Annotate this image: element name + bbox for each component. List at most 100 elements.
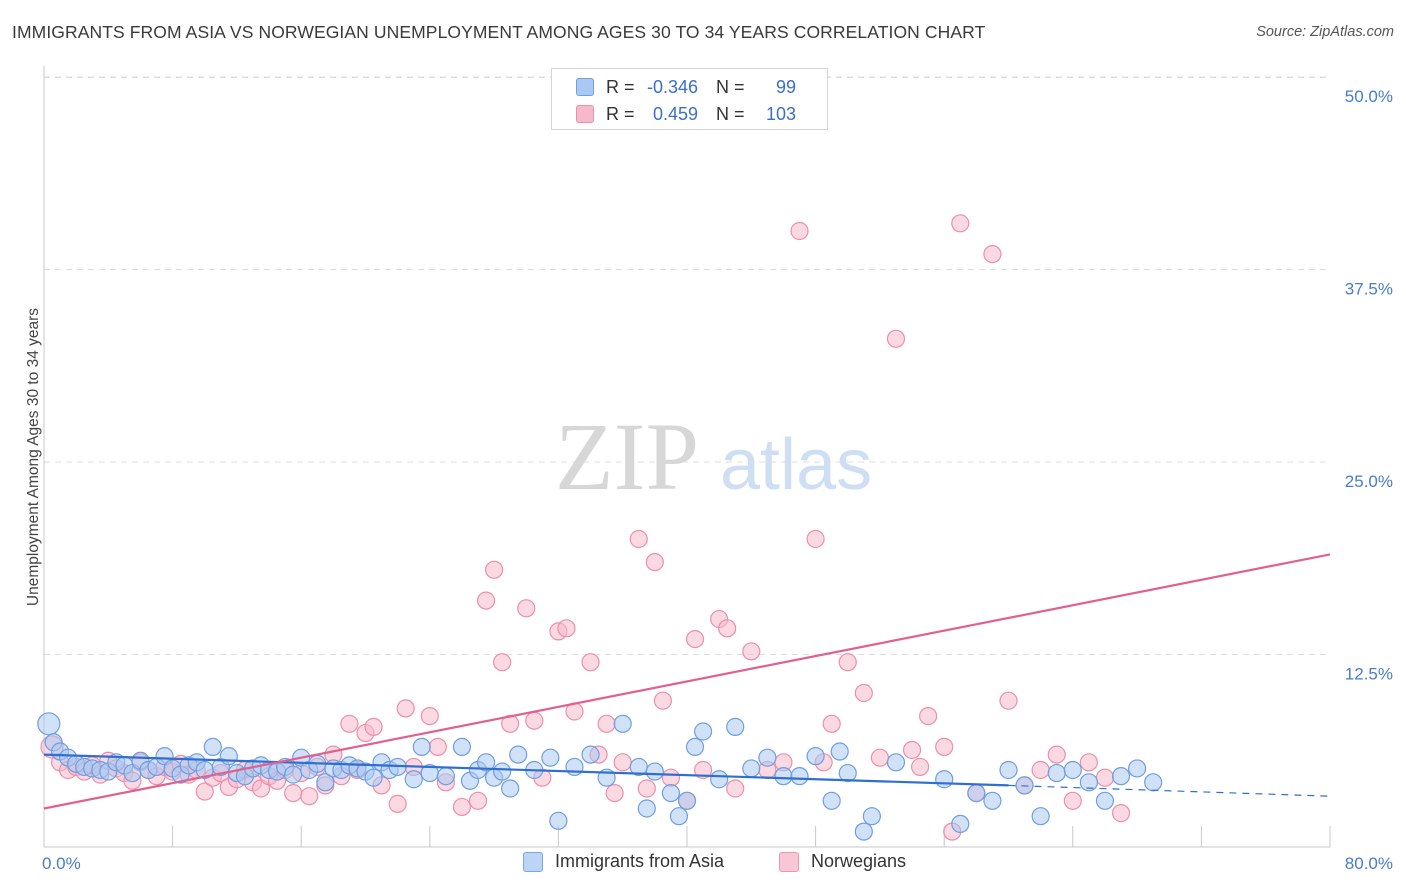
asia-point-88 [983, 791, 1002, 810]
asia-point-71 [693, 722, 713, 741]
norwegians-point-80 [806, 529, 825, 549]
legend-label-asia: Immigrants from Asia [555, 851, 725, 871]
correlation-legend: R = -0.346 N = 99 R = 0.459 N = 103 [551, 68, 828, 130]
blue-swatch-icon [576, 78, 594, 96]
asia-point-84 [886, 753, 906, 772]
norwegians-point-40 [364, 717, 383, 736]
asia-point-58 [541, 748, 560, 767]
asia-point-61 [581, 745, 600, 764]
norwegians-point-101 [1095, 768, 1115, 787]
asia-point-54 [493, 762, 512, 781]
asia-point-67 [661, 783, 681, 803]
norwegians-point-71 [685, 629, 705, 649]
asia-point-89 [999, 760, 1018, 780]
asia-point-72 [710, 770, 729, 789]
chart-title: IMMIGRANTS FROM ASIA VS NORWEGIAN UNEMPL… [12, 22, 986, 42]
norwegians-point-100 [1079, 753, 1098, 772]
norwegians-point-83 [838, 653, 857, 672]
asia-trend-extension [1008, 784, 1331, 797]
norwegians-point-90 [935, 737, 954, 757]
norwegians-point-46 [428, 737, 447, 757]
asia-point-31 [284, 765, 303, 784]
norwegians-point-65 [629, 529, 648, 549]
y-tick-labels: 12.5% 25.0% 37.5% 50.0% [1345, 87, 1393, 684]
asia-points [37, 712, 1163, 841]
norwegians-point-54 [517, 599, 536, 618]
norwegians-point-68 [653, 691, 672, 710]
norwegians-point-87 [902, 740, 922, 760]
asia-point-45 [404, 770, 423, 789]
asia-point-66 [645, 762, 664, 781]
asia-point-59 [549, 811, 568, 830]
norwegians-points [40, 214, 1131, 841]
asia-point-87 [967, 783, 986, 803]
norwegians-point-82 [822, 714, 841, 733]
n-value: 99 [775, 76, 796, 97]
norwegians-point-102 [1111, 804, 1131, 823]
pink-swatch-icon [779, 851, 799, 872]
asia-point-63 [613, 714, 632, 733]
asia-point-77 [790, 767, 809, 786]
asia-point-81 [838, 763, 857, 783]
asia-point-94 [1079, 773, 1098, 792]
r-value: 0.459 [652, 103, 698, 124]
norwegians-point-37 [340, 714, 359, 733]
asia-point-68 [669, 807, 689, 826]
norwegians-trend-line [43, 553, 1331, 810]
y-tick-label-2: 37.5% [1345, 280, 1393, 299]
norwegians-point-52 [493, 653, 512, 672]
norwegians-point-86 [886, 329, 906, 348]
legend-item-asia[interactable]: Immigrants from Asia [523, 851, 724, 872]
asia-point-56 [509, 745, 528, 764]
legend-row-norwegians: R = 0.459 N = 103 [576, 102, 796, 126]
norwegians-point-43 [396, 699, 415, 718]
x-tick-label-0: 0.0% [42, 854, 81, 873]
r-label: R = [606, 103, 635, 124]
asia-point-97 [1127, 759, 1147, 778]
asia-point-93 [1063, 760, 1082, 780]
asia-point-80 [830, 742, 849, 761]
norwegians-point-72 [693, 760, 713, 780]
grid-layer [44, 76, 1330, 655]
asia-point-76 [774, 767, 793, 786]
watermark-atlas: atlas [720, 425, 872, 505]
norwegians-point-42 [388, 794, 407, 813]
blue-swatch-icon [523, 851, 543, 872]
series-legend: Immigrants from Asia Norwegians [0, 851, 1406, 877]
x-tick-labels: 0.0% 80.0% [42, 854, 1393, 873]
legend-item-norwegians[interactable]: Norwegians [779, 851, 906, 872]
watermark-zip: ZIP [555, 403, 699, 510]
asia-point-55 [501, 779, 520, 798]
asia-point-48 [436, 767, 455, 786]
asia-point-70 [685, 737, 705, 757]
asia-trend-line [43, 753, 1009, 787]
norwegians-point-67 [645, 552, 664, 572]
norwegians-point-69 [661, 768, 681, 787]
norwegians-point-63 [605, 783, 624, 803]
asia-point-78 [806, 747, 825, 766]
asia-point-83 [862, 807, 881, 826]
asia-point-69 [677, 791, 697, 810]
norwegians-point-88 [910, 757, 930, 777]
y-tick-label-0: 12.5% [1345, 665, 1393, 684]
asia-point-21 [203, 737, 222, 757]
asia-point-85 [935, 770, 954, 789]
asia-point-75 [758, 748, 777, 767]
n-label: N = [716, 76, 745, 97]
norwegians-point-92 [951, 214, 970, 233]
norwegians-point-58 [557, 619, 576, 638]
norwegians-point-60 [581, 653, 600, 672]
norwegians-point-62 [597, 714, 616, 733]
asia-point-49 [452, 737, 472, 757]
asia-point-96 [1111, 767, 1131, 786]
y-tick-label-1: 25.0% [1345, 472, 1393, 491]
norwegians-point-74 [718, 619, 737, 638]
asia-point-82 [854, 822, 873, 841]
source-attribution: Source: ZipAtlas.com [1256, 24, 1394, 40]
norwegians-point-75 [726, 779, 745, 798]
r-value: -0.346 [646, 76, 698, 97]
norwegians-point-55 [525, 711, 544, 730]
legend-row-asia: R = -0.346 N = 99 [576, 75, 796, 99]
asia-point-73 [726, 717, 745, 736]
